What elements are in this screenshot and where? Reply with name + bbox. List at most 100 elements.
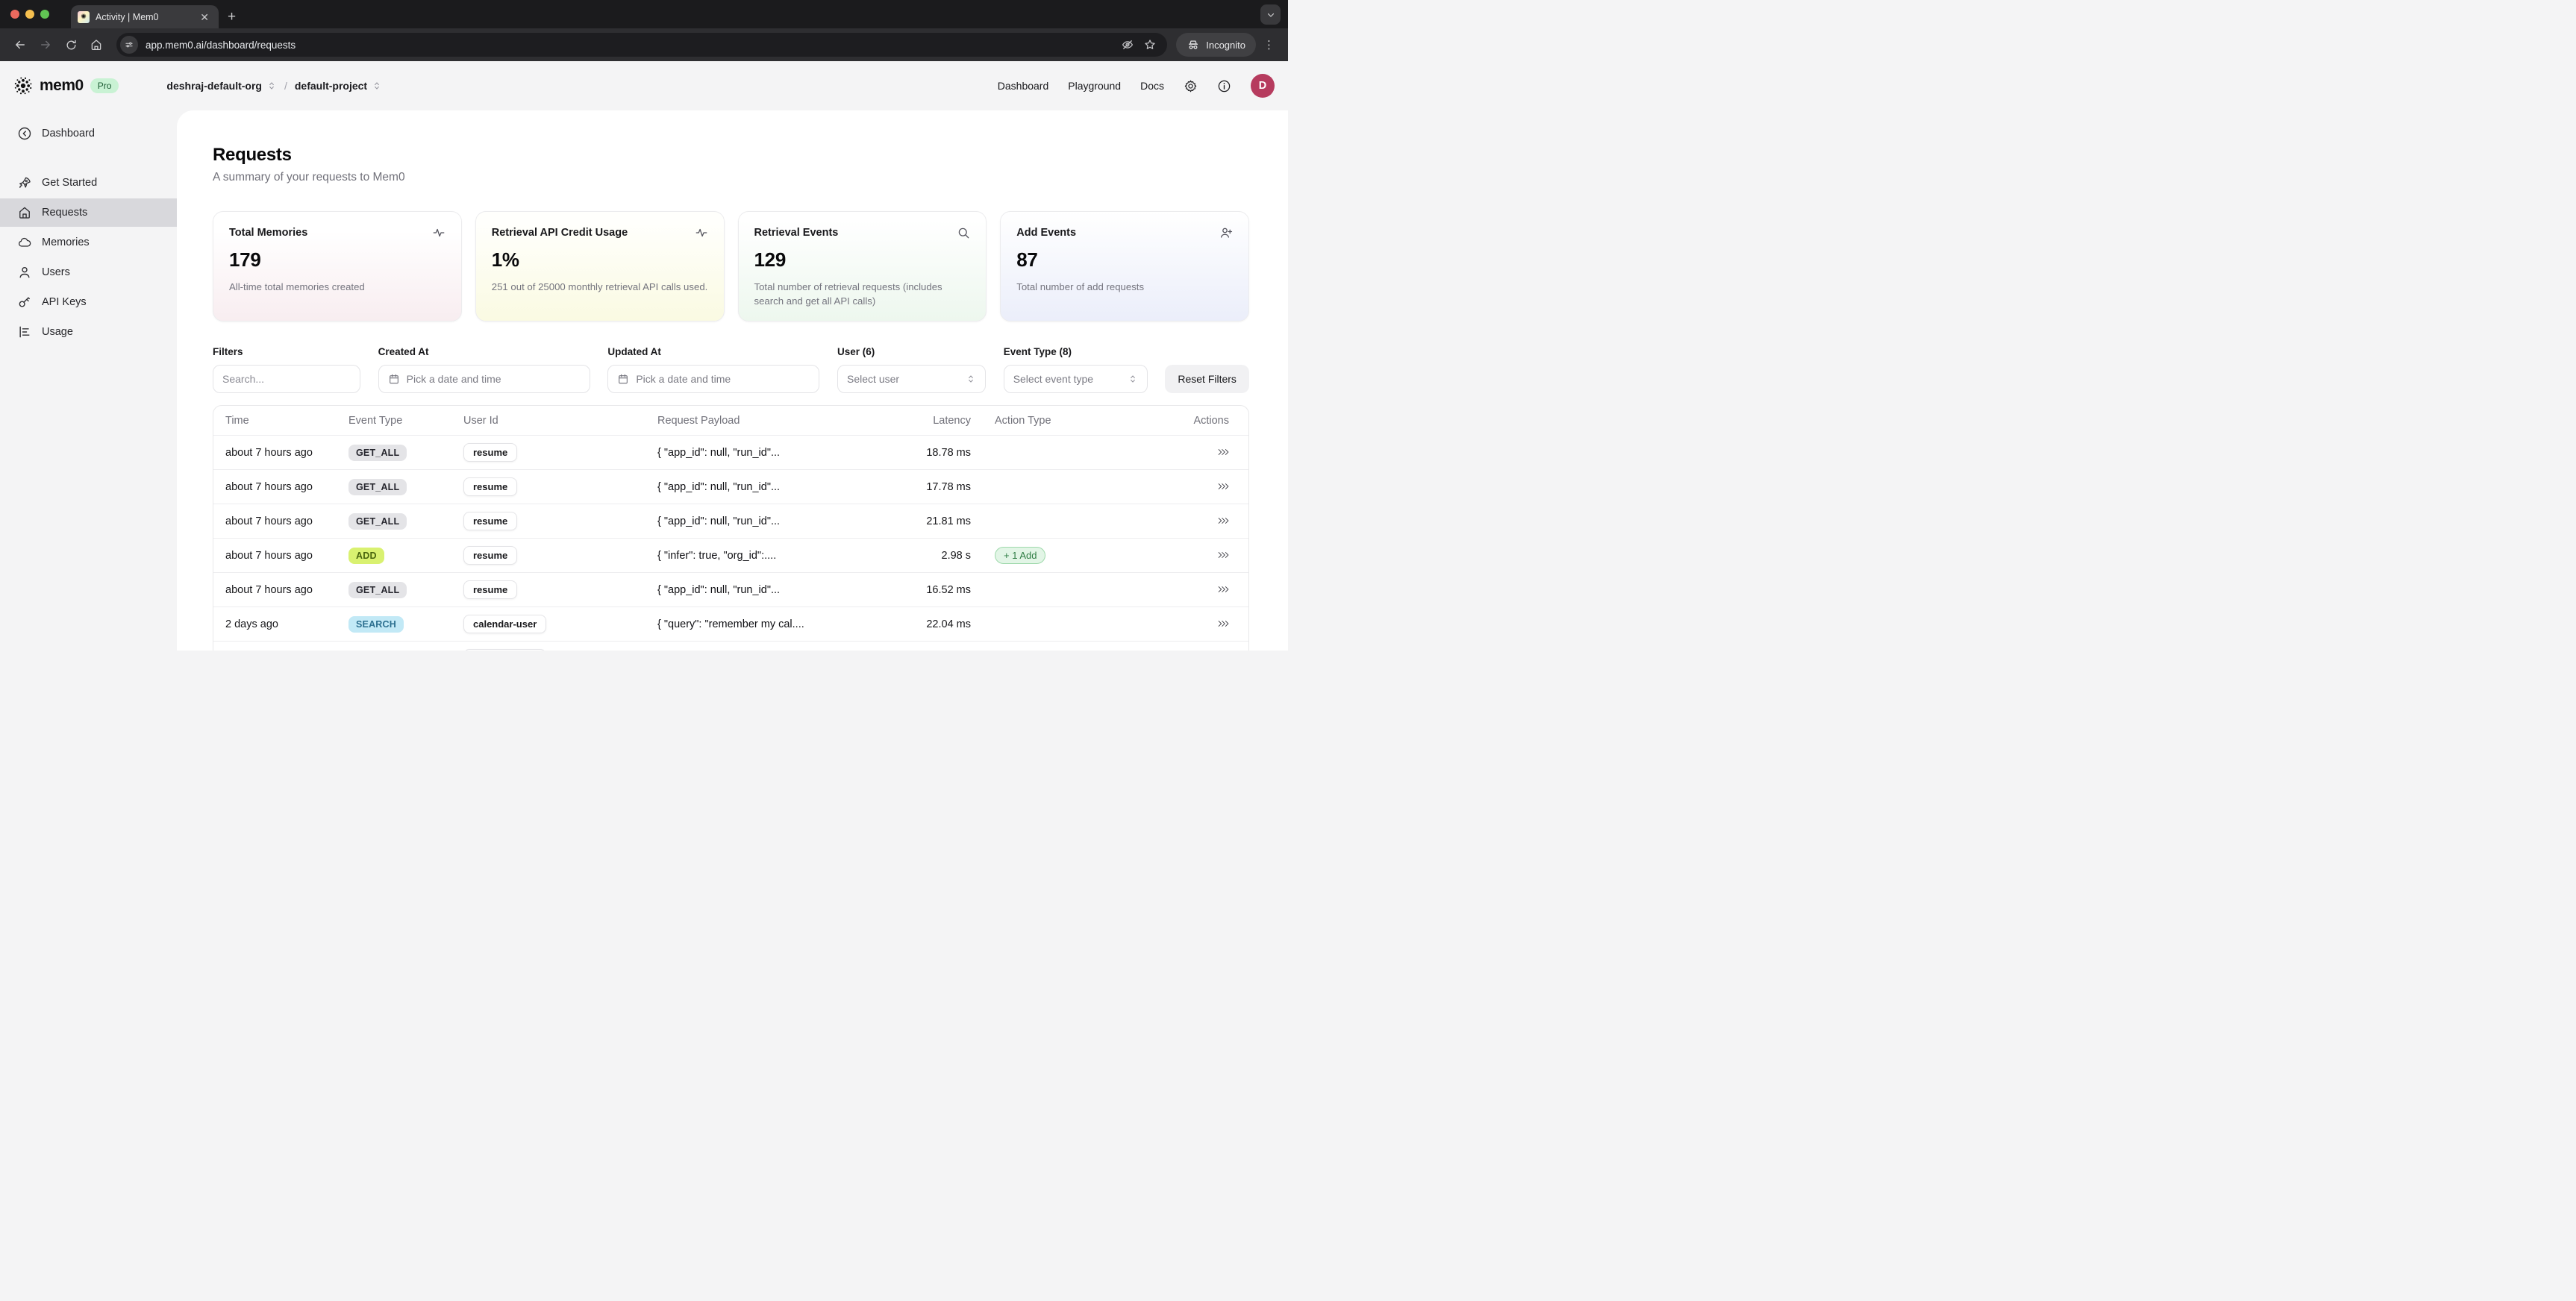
event-type-badge: ADD — [348, 547, 384, 564]
browser-tab-strip: ✺ Activity | Mem0 ✕ + — [0, 0, 1288, 28]
cell-payload: { "app_id": null, "run_id"... — [645, 469, 908, 504]
privacy-eye-off-icon[interactable] — [1121, 38, 1134, 51]
nav-dashboard-link[interactable]: Dashboard — [997, 80, 1049, 92]
window-close-button[interactable] — [10, 10, 19, 19]
expand-row-icon[interactable] — [1218, 448, 1229, 456]
expand-row-icon[interactable] — [1218, 483, 1229, 490]
user-icon — [17, 265, 32, 280]
user-select-value: Select user — [847, 373, 900, 385]
table-row[interactable]: 2 days ago SEARCH calendar-user { "query… — [213, 606, 1248, 642]
table-row[interactable]: about 7 hours ago ADD resume { "infer": … — [213, 538, 1248, 573]
user-id-badge: resume — [463, 546, 518, 565]
activity-pulse-icon — [432, 226, 446, 239]
sidebar-item-usage[interactable]: Usage — [0, 318, 177, 346]
reload-button[interactable] — [60, 34, 82, 56]
cell-time: about 7 hours ago — [213, 504, 337, 539]
table-row[interactable]: 2 days ago SEARCH calendar-user { "query… — [213, 641, 1248, 650]
event-type-filter-label: Event Type (8) — [1003, 346, 1072, 357]
incognito-icon — [1187, 38, 1200, 51]
cell-payload: { "infer": true, "org_id":.... — [645, 538, 908, 573]
settings-gear-icon[interactable] — [1184, 79, 1198, 93]
tab-search-button[interactable] — [1260, 4, 1281, 25]
table-header-row: Time Event Type User Id Request Payload … — [213, 406, 1248, 436]
table-row[interactable]: about 7 hours ago GET_ALL resume { "app_… — [213, 572, 1248, 607]
expand-row-icon[interactable] — [1218, 517, 1229, 524]
cell-latency: 22.04 ms — [908, 606, 983, 642]
created-at-picker[interactable]: Pick a date and time — [378, 365, 590, 393]
date-placeholder: Pick a date and time — [636, 373, 731, 385]
table-row[interactable]: about 7 hours ago GET_ALL resume { "app_… — [213, 435, 1248, 470]
cell-time: about 7 hours ago — [213, 469, 337, 504]
cell-latency: 18.78 ms — [908, 435, 983, 470]
mem0-logo-icon — [13, 76, 33, 95]
expand-row-icon[interactable] — [1218, 551, 1229, 559]
page-title: Requests — [213, 145, 292, 165]
event-type-badge: GET_ALL — [348, 581, 407, 598]
sidebar-item-users[interactable]: Users — [0, 258, 177, 286]
table-row[interactable]: about 7 hours ago GET_ALL resume { "app_… — [213, 469, 1248, 504]
sidebar-item-label: Memories — [42, 236, 90, 248]
reset-filters-button[interactable]: Reset Filters — [1165, 365, 1249, 393]
expand-row-icon[interactable] — [1218, 620, 1229, 627]
sidebar-item-label: Users — [42, 266, 70, 278]
search-field — [213, 365, 360, 393]
sidebar-item-dashboard[interactable]: Dashboard — [0, 119, 177, 148]
browser-tab[interactable]: ✺ Activity | Mem0 ✕ — [71, 5, 219, 28]
back-button[interactable] — [9, 34, 31, 56]
home-button[interactable] — [85, 34, 107, 56]
sidebar-item-api-keys[interactable]: API Keys — [0, 288, 177, 316]
breadcrumb-separator: / — [284, 80, 287, 92]
user-filter-label: User (6) — [837, 346, 875, 357]
card-description: Total number of add requests — [1016, 281, 1145, 292]
bookmark-star-icon[interactable] — [1143, 38, 1157, 51]
browser-menu-button[interactable]: ⋮ — [1263, 39, 1275, 51]
org-selector[interactable]: deshraj-default-org — [166, 80, 277, 92]
new-tab-button[interactable]: + — [228, 9, 237, 25]
cloud-icon — [17, 235, 32, 250]
cell-payload: { "app_id": null, "run_id"... — [645, 504, 908, 539]
incognito-badge: Incognito — [1176, 33, 1256, 57]
user-plus-icon — [1219, 226, 1233, 239]
cell-time: 2 days ago — [213, 641, 337, 650]
site-settings-icon[interactable] — [120, 36, 138, 54]
cell-time: 2 days ago — [213, 606, 337, 642]
sidebar-item-get-started[interactable]: Get Started — [0, 169, 177, 197]
col-actions: Actions — [1193, 415, 1229, 427]
nav-docs-link[interactable]: Docs — [1140, 80, 1164, 92]
nav-playground-link[interactable]: Playground — [1068, 80, 1122, 92]
updated-at-picker[interactable]: Pick a date and time — [607, 365, 820, 393]
project-selector[interactable]: default-project — [295, 80, 382, 92]
sidebar-item-label: Usage — [42, 326, 73, 338]
event-type-select[interactable]: Select event type — [1003, 365, 1148, 393]
sidebar-item-label: API Keys — [42, 296, 87, 308]
card-title: Total Memories — [229, 227, 308, 239]
info-icon[interactable] — [1217, 79, 1231, 93]
url-text: app.mem0.ai/dashboard/requests — [146, 39, 296, 51]
chevrons-up-down-icon — [966, 374, 976, 384]
card-description: Total number of retrieval requests (incl… — [754, 281, 942, 307]
sidebar-item-requests[interactable]: Requests — [0, 198, 177, 227]
page-subtitle: A summary of your requests to Mem0 — [213, 171, 405, 184]
mem0-logo[interactable]: mem0 Pro — [13, 76, 119, 95]
forward-button[interactable] — [34, 34, 57, 56]
address-bar[interactable]: app.mem0.ai/dashboard/requests — [116, 33, 1168, 57]
table-row[interactable]: about 7 hours ago GET_ALL resume { "app_… — [213, 504, 1248, 539]
breadcrumb: deshraj-default-org / default-project — [166, 80, 382, 92]
col-request-payload: Request Payload — [657, 415, 740, 427]
chevrons-up-down-icon — [372, 81, 382, 91]
window-zoom-button[interactable] — [40, 10, 49, 19]
user-id-badge: resume — [463, 580, 518, 599]
window-minimize-button[interactable] — [25, 10, 34, 19]
search-input[interactable] — [222, 373, 351, 385]
calendar-icon — [617, 373, 629, 385]
user-select[interactable]: Select user — [837, 365, 987, 393]
cell-payload: { "query": "remember my cal.... — [645, 606, 908, 642]
sidebar-item-memories[interactable]: Memories — [0, 228, 177, 257]
cell-time: about 7 hours ago — [213, 435, 337, 470]
user-id-badge: calendar-user — [463, 649, 547, 650]
expand-row-icon[interactable] — [1218, 586, 1229, 593]
pro-badge: Pro — [90, 78, 119, 93]
org-name: deshraj-default-org — [166, 80, 262, 92]
tab-close-icon[interactable]: ✕ — [200, 10, 209, 23]
avatar[interactable]: D — [1251, 74, 1275, 98]
